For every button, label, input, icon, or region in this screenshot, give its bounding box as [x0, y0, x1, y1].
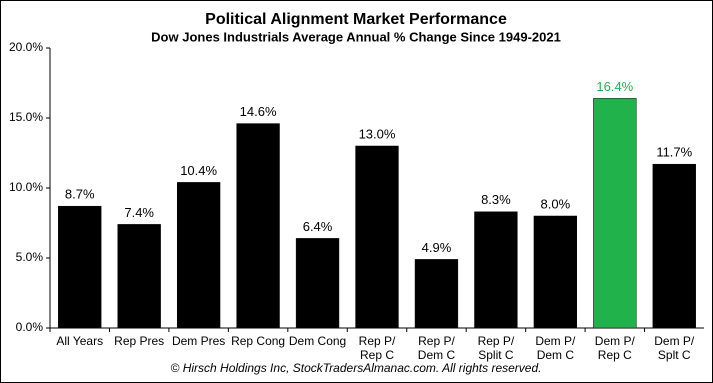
- bar: [414, 259, 459, 329]
- y-tick-label: 15.0%: [9, 110, 43, 124]
- bar: [593, 98, 637, 329]
- chart-title: Political Alignment Market Performance: [205, 11, 507, 28]
- x-tick-label: Rep Cong: [231, 334, 285, 348]
- x-tick-label: Dem P/Dem C: [535, 334, 576, 362]
- bar: [533, 215, 578, 329]
- bar: [295, 238, 340, 329]
- x-tick-label: Dem Pres: [172, 334, 225, 348]
- bar: [236, 123, 280, 329]
- bar: [176, 182, 221, 329]
- x-tick-label: Rep P/Dem C: [418, 334, 456, 362]
- data-label: 11.7%: [656, 145, 692, 160]
- x-tick-label: All Years: [56, 334, 103, 348]
- x-tick-label: Dem P/Rep C: [595, 334, 636, 362]
- y-tick-label: 0.0%: [16, 320, 44, 334]
- y-tick-label: 20.0%: [9, 40, 43, 54]
- data-label: 10.4%: [180, 163, 217, 178]
- bar: [117, 224, 161, 329]
- y-tick-label: 10.0%: [9, 180, 43, 194]
- x-tick-label: Dem Cong: [289, 334, 346, 348]
- data-label: 7.4%: [124, 205, 154, 220]
- x-tick-label: Rep Pres: [114, 334, 164, 348]
- data-label: 16.4%: [596, 79, 633, 94]
- x-tick-label: Rep P/Split C: [478, 334, 515, 362]
- data-label: 8.7%: [65, 187, 95, 202]
- bar: [58, 205, 102, 329]
- chart-subtitle: Dow Jones Industrials Average Annual % C…: [151, 29, 561, 44]
- footnote: © Hirsch Holdings Inc, StockTradersAlman…: [171, 361, 542, 375]
- bar: [355, 145, 399, 329]
- x-tick-label: Rep P/Rep C: [359, 334, 396, 362]
- data-label: 8.0%: [541, 196, 571, 211]
- data-label: 6.4%: [303, 219, 333, 234]
- data-label: 13.0%: [359, 126, 396, 141]
- bar: [474, 211, 518, 329]
- bar: [652, 163, 696, 329]
- data-label: 14.6%: [240, 104, 277, 119]
- y-tick-label: 5.0%: [16, 250, 44, 264]
- x-tick-label: Dem P/Splt C: [654, 334, 695, 362]
- data-label: 8.3%: [481, 192, 511, 207]
- data-label: 4.9%: [422, 240, 452, 255]
